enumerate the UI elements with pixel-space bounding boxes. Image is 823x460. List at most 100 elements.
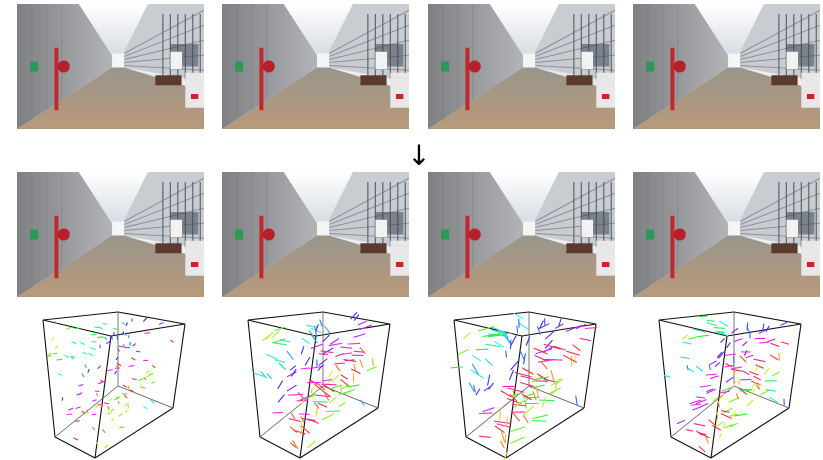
vector-mark	[359, 347, 366, 355]
vector-mark	[523, 353, 526, 365]
vector-mark	[307, 440, 316, 448]
vector-mark	[468, 382, 475, 392]
vector-mark	[463, 332, 471, 340]
vector-mark	[730, 368, 742, 372]
vector-mark	[117, 348, 120, 352]
vector-mark	[458, 349, 469, 355]
vector-mark	[104, 444, 109, 448]
vector-mark	[705, 436, 709, 444]
vector-mark	[118, 345, 124, 348]
vector-mark	[71, 341, 77, 344]
vector-mark	[78, 384, 84, 387]
vector-mark	[353, 364, 357, 371]
vector-mark	[351, 368, 361, 374]
vector-mark	[753, 358, 766, 363]
vector-mark	[122, 344, 126, 349]
vector-mark	[300, 429, 303, 436]
vector-mark	[755, 364, 764, 369]
vector-mark	[100, 380, 105, 383]
vector-mark	[277, 380, 283, 389]
vector-mark	[274, 326, 286, 332]
vector-mark	[86, 409, 89, 414]
vector-mark	[148, 373, 154, 376]
vector-mark	[150, 400, 155, 404]
vector-mark	[719, 321, 729, 327]
vector-mark	[768, 396, 778, 403]
vector-mark	[353, 350, 365, 353]
vector-mark	[521, 393, 532, 401]
vector-mark	[530, 384, 545, 389]
vector-mark	[504, 452, 508, 460]
vector-mark	[96, 442, 99, 446]
vector-mark	[170, 339, 174, 343]
vector-mark	[265, 353, 278, 360]
vector-mark	[300, 398, 305, 405]
vector-mark	[511, 392, 523, 397]
vector-mark	[152, 365, 156, 369]
vector-mark	[550, 388, 559, 395]
vector-mark	[87, 368, 90, 373]
vector-mark	[95, 405, 98, 409]
vector-mark	[111, 417, 115, 422]
vector-mark	[755, 364, 760, 371]
vector-mark	[716, 412, 719, 420]
vector-mark	[706, 322, 718, 327]
vector-mark	[525, 336, 531, 346]
vector-mark	[68, 407, 74, 411]
vector-mark	[532, 376, 550, 381]
vector-mark	[103, 402, 110, 405]
input-photo-1	[17, 4, 204, 129]
vector-mark	[742, 341, 748, 346]
vector-mark	[321, 379, 333, 382]
vector-mark	[565, 324, 582, 332]
vector-mark	[322, 334, 330, 343]
vector-mark	[706, 388, 716, 394]
vector-mark	[300, 367, 310, 370]
vector-mark	[731, 366, 742, 370]
vector-mark	[317, 364, 324, 371]
vector-mark	[138, 378, 144, 381]
vector-mark	[296, 399, 309, 402]
vector-mark	[308, 379, 318, 385]
vector-mark	[73, 437, 79, 441]
vector-mark	[110, 335, 113, 339]
vector-mark	[330, 384, 343, 390]
vector-mark	[680, 356, 690, 360]
vector-mark	[554, 323, 564, 329]
corrected-photo-4	[633, 172, 820, 297]
vector-mark	[708, 364, 711, 371]
vector-mark	[781, 341, 790, 345]
vector-mark	[144, 332, 151, 334]
vector-mark	[143, 318, 147, 322]
vector-mark	[158, 322, 164, 325]
vector-mark	[132, 343, 136, 347]
vector-mark	[314, 394, 330, 398]
vector-mark	[485, 343, 501, 348]
vector-mark	[107, 406, 110, 410]
vector-mark	[97, 381, 103, 385]
input-photo-2	[222, 4, 409, 129]
vector-mark	[143, 406, 148, 410]
vector-mark	[724, 364, 735, 368]
vector-mark	[562, 354, 577, 363]
vector-mark	[491, 329, 503, 334]
vector-mark	[116, 362, 122, 367]
vector-mark	[746, 325, 750, 332]
vector-mark	[689, 399, 702, 405]
vector-mark	[541, 361, 548, 370]
vector-mark	[720, 391, 726, 400]
vector-mark	[487, 333, 506, 337]
vector-mark	[114, 370, 118, 375]
vector-mark	[520, 382, 534, 387]
vector-mark	[131, 357, 136, 361]
vector-mark	[550, 369, 555, 381]
vector-mark	[331, 374, 339, 383]
vector-mark	[308, 330, 315, 338]
vector-mark	[310, 387, 313, 394]
vector-mark	[717, 330, 726, 333]
vector-mark	[260, 371, 267, 379]
vector-mark	[510, 359, 520, 371]
vector-mark	[306, 324, 318, 328]
vector-mark	[304, 356, 311, 366]
vector-mark	[566, 350, 580, 356]
